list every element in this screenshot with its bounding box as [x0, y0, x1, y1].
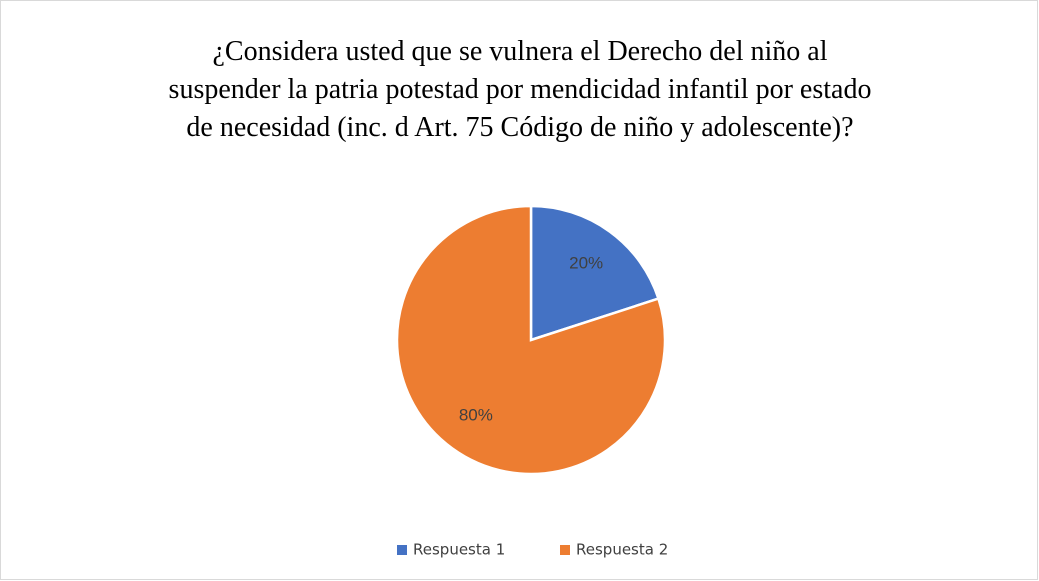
data-label: 20% — [569, 254, 603, 273]
chart-title: ¿Considera usted que se vulnera el Derec… — [212, 36, 827, 67]
legend-swatch — [397, 545, 407, 555]
legend-label: Respuesta 1 — [413, 541, 505, 559]
legend-label: Respuesta 2 — [576, 541, 668, 559]
pie-slice — [395, 204, 667, 476]
pie-slice — [529, 204, 661, 342]
chart-title: suspender la patria potestad por mendici… — [169, 74, 872, 105]
legend-swatch — [560, 545, 570, 555]
chart-title: de necesidad (inc. d Art. 75 Código de n… — [186, 112, 853, 143]
data-label: 80% — [459, 405, 493, 424]
